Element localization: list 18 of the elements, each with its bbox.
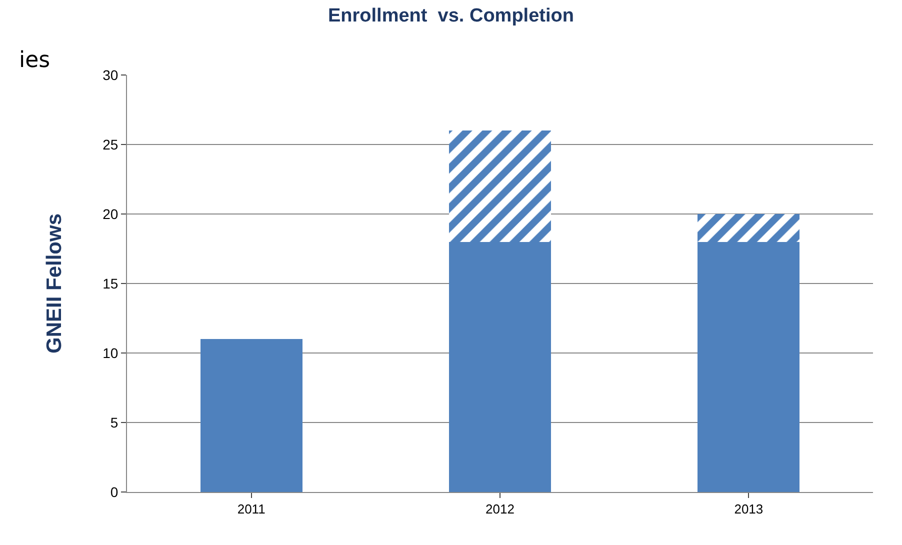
y-tick-label: 10	[102, 344, 118, 361]
chart-title: Enrollment vs. Completion	[328, 5, 574, 26]
x-tick-label: 2012	[486, 502, 514, 517]
y-tick-label: 30	[102, 66, 118, 83]
y-tick-label: 0	[110, 484, 118, 500]
bar	[698, 242, 800, 492]
bar	[449, 242, 551, 492]
bar	[449, 130, 551, 242]
x-tick-label: 2011	[237, 502, 266, 517]
y-axis-title: GNEII Fellows	[42, 213, 66, 354]
bar	[200, 339, 302, 492]
bar	[698, 214, 800, 242]
y-tick-label: 5	[110, 414, 118, 430]
x-tick-label: 2013	[734, 502, 764, 517]
y-tick-label: 15	[102, 275, 118, 292]
text: ies	[19, 48, 50, 73]
y-tick-label: 20	[102, 206, 118, 222]
y-tick-label: 25	[102, 136, 118, 152]
